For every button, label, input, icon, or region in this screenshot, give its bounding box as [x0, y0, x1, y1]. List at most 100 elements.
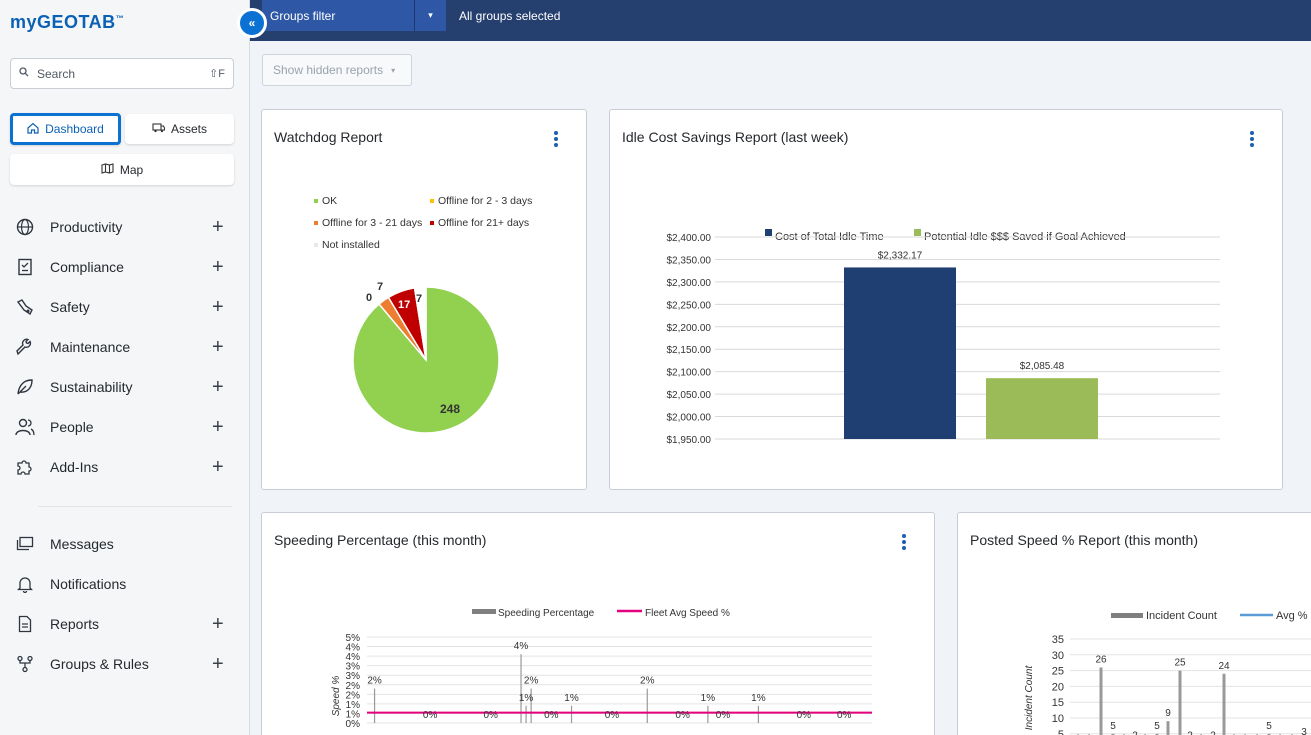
dashboard-button[interactable]: Dashboard — [10, 113, 121, 145]
bar-data-label: 1 — [1086, 733, 1092, 735]
bar-data-label: 5 — [1266, 721, 1272, 732]
bar-data-label: 4% — [514, 641, 529, 652]
expand-plus-icon[interactable]: + — [212, 335, 224, 358]
map-button[interactable]: Map — [10, 154, 234, 185]
bar-data-label: 1 — [1198, 733, 1204, 735]
collapse-sidebar-button[interactable]: « — [237, 8, 267, 38]
y-tick-label: 4% — [346, 643, 361, 654]
groups-filter-button[interactable]: Groups filter — [262, 0, 414, 31]
bar — [1178, 670, 1182, 735]
bar-data-label: 2 — [1187, 730, 1193, 735]
menu-label: Sustainability — [50, 379, 133, 395]
bar — [1267, 733, 1271, 735]
expand-plus-icon[interactable]: + — [212, 255, 224, 278]
legend-label: Incident Count — [1146, 610, 1217, 622]
geotab-logo[interactable]: myGEOTAB™ — [10, 12, 125, 32]
menu-safety[interactable]: Safety + — [0, 287, 250, 327]
expand-plus-icon[interactable]: + — [212, 652, 224, 675]
bar-data-label: 1% — [564, 693, 579, 704]
expand-plus-icon[interactable]: + — [212, 455, 224, 478]
bar — [646, 688, 648, 723]
bar-data-label: 0% — [423, 710, 438, 721]
expand-plus-icon[interactable]: + — [212, 375, 224, 398]
menu-messages[interactable]: Messages — [0, 524, 250, 564]
menu-productivity[interactable]: Productivity + — [0, 207, 250, 247]
bar-data-label: 25 — [1174, 658, 1186, 669]
y-tick-label: $2,350.00 — [667, 255, 712, 266]
y-tick-label: 3% — [346, 662, 361, 673]
bar-data-label: 1 — [1121, 733, 1127, 735]
bar-data-label: 2 — [1132, 730, 1138, 735]
menu-groups-rules[interactable]: Groups & Rules + — [0, 644, 250, 684]
bar-data-label: $2,332.17 — [878, 250, 923, 261]
bar-data-label: 2% — [640, 676, 655, 687]
menu-compliance[interactable]: Compliance + — [0, 247, 250, 287]
watchdog-card: Watchdog Report OK Offline for 2 - 3 days… — [261, 109, 587, 490]
menu-label: Compliance — [50, 259, 124, 275]
y-tick-label: $2,050.00 — [667, 390, 712, 401]
menu-maintenance[interactable]: Maintenance + — [0, 327, 250, 367]
card-menu-icon[interactable] — [1250, 131, 1254, 147]
y-tick-label: 15 — [1052, 697, 1064, 709]
dashboard-label: Dashboard — [45, 122, 104, 136]
y-axis-label: Incident Count — [1024, 665, 1035, 731]
leaf-icon — [0, 378, 50, 396]
menu-sustainability[interactable]: Sustainability + — [0, 367, 250, 407]
y-tick-label: 20 — [1052, 681, 1064, 693]
watchdog-pie-chart: OK Offline for 2 - 3 days Offline for 3 - … — [314, 195, 532, 434]
bar — [1155, 733, 1159, 735]
legend-swatch — [314, 221, 318, 225]
bar-data-label: 0% — [837, 710, 852, 721]
y-tick-label: $2,400.00 — [667, 233, 712, 244]
menu-notifications[interactable]: Notifications — [0, 564, 250, 604]
expand-plus-icon[interactable]: + — [212, 612, 224, 635]
menu-people[interactable]: People + — [0, 407, 250, 447]
menu-label: Notifications — [50, 576, 127, 592]
y-tick-label: 2% — [346, 681, 361, 692]
bar — [707, 705, 709, 723]
expand-plus-icon[interactable]: + — [212, 415, 224, 438]
card-menu-icon[interactable] — [902, 534, 906, 550]
truck-icon — [152, 122, 166, 136]
bar-data-label: 9 — [1165, 708, 1171, 719]
bar-data-label: 1 — [1075, 733, 1081, 735]
posted-speed-bar-chart: Incident Count Avg %Incident Count3530252… — [1024, 610, 1311, 735]
groups-selected-text: All groups selected — [459, 8, 561, 23]
menu-add-ins[interactable]: Add-Ins + — [0, 447, 250, 487]
y-tick-label: 0% — [346, 719, 361, 730]
y-tick-label: 5 — [1058, 729, 1064, 735]
speeding-bar-chart: Speeding Percentage Fleet Avg Speed % Spee… — [331, 608, 872, 730]
bar-data-label: 1% — [701, 693, 716, 704]
groups-filter-dropdown[interactable]: ▾ — [414, 0, 446, 31]
y-tick-label: $2,300.00 — [667, 278, 712, 289]
idle-cost-card: Idle Cost Savings Report (last week) Cos… — [609, 109, 1283, 490]
assets-button[interactable]: Assets — [125, 114, 234, 144]
search-input[interactable]: Search ⇧F — [10, 58, 234, 89]
menu-reports[interactable]: Reports + — [0, 604, 250, 644]
card-title: Posted Speed % Report (this month) — [970, 532, 1199, 548]
expand-plus-icon[interactable]: + — [212, 215, 224, 238]
bar — [1222, 673, 1226, 735]
bar-data-label: 0% — [605, 710, 620, 721]
home-icon — [27, 122, 39, 137]
bar — [757, 705, 759, 723]
bar-data-label: 1% — [519, 693, 534, 704]
y-tick-label: 3% — [346, 671, 361, 682]
search-shortcut: ⇧F — [209, 68, 225, 80]
card-menu-icon[interactable] — [554, 131, 558, 147]
legend-label: Not installed — [322, 239, 380, 251]
puzzle-icon — [0, 458, 50, 476]
bar — [1099, 667, 1103, 735]
messages-icon — [0, 536, 50, 552]
show-hidden-reports-button[interactable]: Show hidden reports ▾ — [262, 54, 412, 86]
y-tick-label: 2% — [346, 690, 361, 701]
legend-label: Offline for 2 - 3 days — [438, 195, 532, 207]
top-bar: Groups filter ▾ All groups selected — [250, 0, 1311, 41]
y-tick-label: 4% — [346, 652, 361, 663]
speeding-card: Speeding Percentage (this month) Speedin… — [261, 512, 935, 735]
bar-data-label: 1 — [1254, 733, 1260, 735]
expand-plus-icon[interactable]: + — [212, 295, 224, 318]
bar-data-label: 1 — [1142, 733, 1148, 735]
double-chevron-left-icon: « — [248, 16, 256, 30]
legend-swatch — [314, 243, 318, 247]
